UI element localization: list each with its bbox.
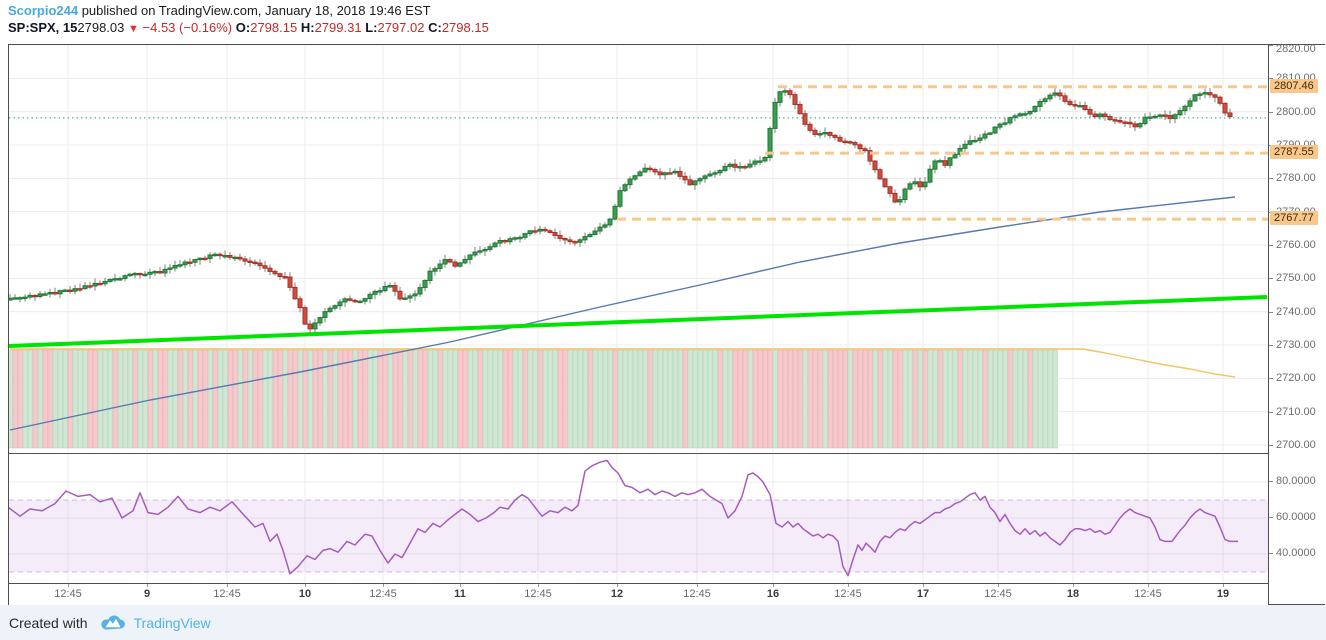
time-axis-label: 19 (1216, 588, 1230, 600)
low-value: 2797.02 (377, 20, 425, 35)
open-value: 2798.15 (250, 20, 298, 35)
time-axis-label: 12:45 (369, 588, 397, 600)
price-axis-label: 2820.00 (1276, 43, 1316, 55)
publish-line: Scorpio244 published on TradingView.com,… (8, 3, 431, 18)
price-axis-label: 2700.00 (1276, 439, 1316, 451)
price-level-badge: 2807.46 (1270, 78, 1318, 93)
time-axis-tick (227, 584, 228, 587)
time-axis-tick (383, 584, 384, 587)
open-label: O: (235, 20, 251, 35)
time-axis-tick (147, 584, 148, 587)
price-axis-tick (1269, 311, 1273, 313)
price-axis-tick (1269, 411, 1273, 413)
tradingview-brand-link[interactable]: TradingView (133, 614, 211, 631)
time-axis-label: 16 (766, 588, 780, 600)
high-label: H: (300, 20, 315, 35)
price-axis-tick (1269, 517, 1273, 518)
price-axis-label: 2760.00 (1276, 239, 1316, 251)
time-axis-label: 10 (298, 588, 312, 600)
time-axis-label: 12:45 (683, 588, 711, 600)
price-axis-label: 2780.00 (1276, 172, 1316, 185)
time-axis-tick (923, 584, 924, 587)
symbol-ohlc-line: SP:SPX, 152798.03 ▼ −4.53 (−0.16%) O:279… (8, 20, 489, 35)
price-axis-label: 2730.00 (1276, 339, 1316, 351)
price-axis-label: 2800.00 (1276, 105, 1316, 118)
price-axis-tick (1269, 178, 1273, 180)
price-axis[interactable]: 2820.002810.002800.002790.002780.002770.… (1268, 43, 1325, 604)
chart-frame: 12:45 9 12:45 10 12:45 11 12:45 12 12:45 16 12:45 1… (8, 43, 1325, 605)
time-axis-tick (305, 584, 306, 587)
price-level-badge: 2767.77 (1270, 211, 1318, 226)
tradingview-cloud-icon (100, 615, 126, 631)
oscillator-axis-label: 80.0000 (1276, 475, 1316, 487)
oscillator-axis-label: 60.0000 (1276, 511, 1316, 523)
low-label: L: (365, 20, 378, 35)
time-axis-label: 12:45 (834, 588, 862, 600)
oscillator-axis-label: 40.0000 (1276, 547, 1316, 559)
time-axis-label: 18 (1066, 588, 1080, 600)
price-axis-tick (1269, 345, 1273, 346)
down-triangle-icon: ▼ (128, 23, 139, 35)
price-axis-tick (1269, 278, 1273, 280)
time-axis-tick (1073, 584, 1074, 587)
time-axis-label: 12:45 (213, 588, 241, 600)
time-axis-label: 9 (143, 588, 151, 600)
price-level-badge: 2787.55 (1270, 145, 1318, 160)
time-axis-label: 12:45 (1134, 588, 1162, 600)
time-axis-tick (697, 584, 698, 587)
price-axis-tick (1269, 45, 1273, 46)
time-axis-tick (848, 584, 849, 587)
publish-info: published on TradingView.com, January 18… (78, 3, 431, 18)
symbol-interval: SP:SPX, 15 (8, 20, 78, 35)
time-axis-label: 11 (454, 588, 466, 600)
time-axis-tick (1148, 584, 1149, 587)
price-axis-tick (1269, 378, 1273, 380)
price-axis-tick (1269, 111, 1273, 113)
time-axis-label: 12:45 (984, 588, 1012, 600)
price-axis-label: 2740.00 (1276, 305, 1316, 318)
change-value: −4.53 (−0.16%) (142, 20, 233, 35)
price-axis-label: 2710.00 (1276, 405, 1316, 418)
time-axis[interactable]: 12:45 9 12:45 10 12:45 11 12:45 12 12:45 16 12:45 1… (9, 583, 1268, 605)
close-value: 2798.15 (441, 20, 489, 35)
time-axis-tick (617, 584, 618, 587)
price-axis-label: 2750.00 (1276, 272, 1316, 285)
time-axis-tick (460, 584, 461, 587)
time-axis-tick (538, 584, 539, 587)
time-axis-label: 17 (916, 588, 930, 600)
created-with-label: Created with (9, 614, 88, 631)
main-price-pane[interactable] (9, 45, 1268, 452)
price-axis-tick (1269, 245, 1273, 246)
time-axis-label: 12:45 (54, 588, 82, 600)
time-axis-label: 12:45 (524, 588, 552, 600)
high-value: 2799.31 (314, 20, 362, 35)
time-axis-tick (773, 584, 774, 587)
price-axis-label: 2720.00 (1276, 372, 1316, 385)
last-price: 2798.03 (77, 20, 125, 35)
price-axis-tick (1269, 445, 1273, 446)
time-axis-tick (68, 584, 69, 587)
attribution-bar: Created with TradingView (0, 605, 1326, 640)
author-name: Scorpio244 (8, 3, 79, 18)
time-axis-label: 12 (610, 588, 624, 600)
price-axis-tick (1269, 481, 1273, 482)
close-label: C: (428, 20, 442, 35)
price-axis-tick (1269, 553, 1273, 554)
time-axis-tick (1223, 584, 1224, 587)
oscillator-pane[interactable] (9, 453, 1268, 583)
time-axis-tick (998, 584, 999, 587)
